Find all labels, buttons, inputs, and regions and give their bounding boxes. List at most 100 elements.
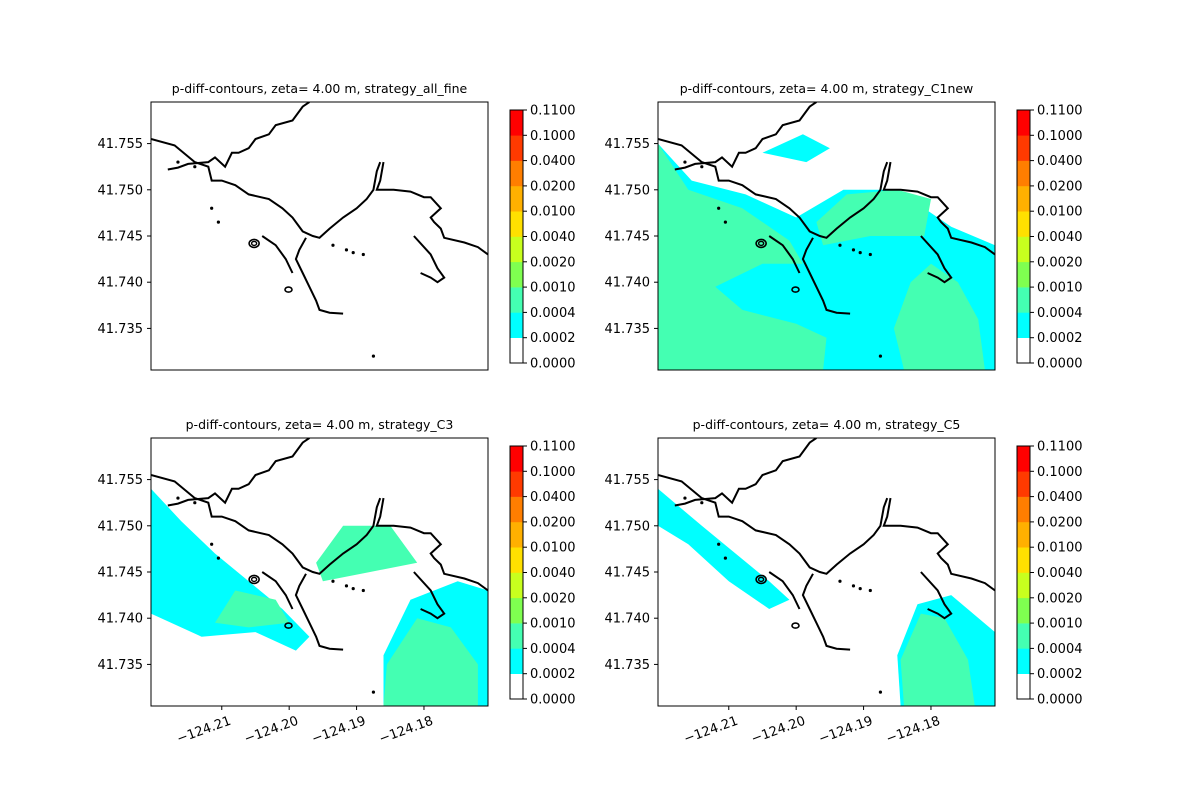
colorbar-swatch xyxy=(1017,287,1030,313)
y-tick-label: 41.740 xyxy=(605,276,651,291)
rock-marker xyxy=(371,354,376,358)
colorbar-label: 0.0010 xyxy=(1037,617,1083,632)
x-tick-label: −124.20 xyxy=(749,714,807,747)
rock-marker xyxy=(210,542,214,546)
island-outline xyxy=(757,576,765,583)
contour-region-5 xyxy=(383,618,478,706)
coastline-segment xyxy=(375,497,488,592)
colorbar-label: 0.0040 xyxy=(1037,566,1083,581)
colorbar-label: 0.0004 xyxy=(1037,642,1083,657)
colorbar-label: 0.0200 xyxy=(1037,515,1083,530)
colorbar-swatch xyxy=(1017,521,1030,548)
x-tick-label: −124.18 xyxy=(377,714,435,747)
colorbar-label: 0.0020 xyxy=(530,591,576,606)
colorbar-label: 0.0004 xyxy=(530,642,576,657)
colorbar: 0.0000 0.0002 0.0004 0.0010 0.0020 0.0040 0.01… xyxy=(1016,104,1083,372)
rock-marker xyxy=(717,206,721,210)
rock-marker xyxy=(723,556,728,560)
rock-marker xyxy=(351,251,355,255)
contour-region-5 xyxy=(893,263,985,370)
colorbar-swatch xyxy=(1017,623,1030,649)
colorbar-swatch xyxy=(1017,572,1030,599)
coastline-segment xyxy=(658,474,889,575)
colorbar-swatch xyxy=(1017,312,1030,338)
rock-marker xyxy=(351,587,355,591)
y-tick-label: 41.750 xyxy=(98,519,144,534)
x-tick-label: −124.21 xyxy=(175,714,233,747)
rock-marker xyxy=(858,587,862,591)
coastline-segment xyxy=(920,235,953,284)
y-tick-label: 41.735 xyxy=(605,658,651,673)
colorbar-label: 0.0100 xyxy=(530,205,576,220)
contour-region-3 xyxy=(900,613,975,706)
rock-marker xyxy=(700,501,704,505)
colorbar-swatch xyxy=(1017,446,1030,472)
colorbar-label: 0.0040 xyxy=(530,566,576,581)
chart-panel-2: p-diff-contours, zeta= 4.00 m, strategy_… xyxy=(605,81,1083,372)
chart-title: p-diff-contours, zeta= 4.00 m, strategy_… xyxy=(680,81,974,96)
island-outline xyxy=(791,286,800,293)
y-tick-label: 41.735 xyxy=(98,322,144,337)
chart-panel-3: p-diff-contours, zeta= 4.00 m, strategy_… xyxy=(98,417,576,747)
island-outline xyxy=(250,240,258,247)
rock-marker xyxy=(361,588,365,593)
colorbar-label: 0.0020 xyxy=(530,255,576,270)
rock-marker xyxy=(683,496,687,500)
colorbar-label: 0.0040 xyxy=(1037,230,1083,245)
colorbar-swatch xyxy=(510,185,523,212)
coastline-segment xyxy=(167,438,310,507)
coastline-segment xyxy=(658,138,889,239)
y-tick-label: 41.750 xyxy=(98,183,144,198)
coastline-segment xyxy=(261,571,294,610)
island-outline xyxy=(248,574,260,585)
rock-marker xyxy=(868,588,872,593)
colorbar-label: 0.0000 xyxy=(1037,357,1083,372)
rock-marker xyxy=(851,584,856,588)
y-tick-label: 41.755 xyxy=(605,137,651,152)
rock-marker xyxy=(344,584,349,588)
x-tick-label: −124.20 xyxy=(242,714,300,747)
rock-marker xyxy=(878,354,883,358)
coastline-segment xyxy=(882,161,995,256)
colorbar-swatch xyxy=(510,521,523,548)
colorbar-label: 0.0200 xyxy=(530,515,576,530)
colorbar-swatch xyxy=(510,572,523,599)
colorbar-label: 0.0000 xyxy=(1037,693,1083,708)
colorbar-swatch xyxy=(1017,261,1030,288)
rock-marker xyxy=(723,220,728,224)
island-outline xyxy=(250,576,258,583)
colorbar-label: 0.0400 xyxy=(1037,490,1083,505)
colorbar-swatch xyxy=(510,312,523,338)
colorbar-label: 0.0002 xyxy=(1037,331,1083,346)
colorbar-label: 0.1000 xyxy=(1037,129,1083,144)
colorbar-label: 0.0000 xyxy=(530,693,576,708)
colorbar-label: 0.0040 xyxy=(530,230,576,245)
coastline-segment xyxy=(294,573,344,651)
colorbar-label: 0.0020 xyxy=(1037,591,1083,606)
contour-region-3 xyxy=(658,143,827,370)
colorbar-label: 0.0100 xyxy=(1037,541,1083,556)
island-outline xyxy=(248,238,260,249)
rock-marker xyxy=(176,160,180,164)
colorbar-label: 0.0010 xyxy=(530,617,576,632)
contour-region-4 xyxy=(816,189,931,246)
coastline-segment xyxy=(882,497,995,592)
colorbar-swatch xyxy=(1017,236,1030,263)
chart-panel-4: p-diff-contours, zeta= 4.00 m, strategy_… xyxy=(605,417,1083,747)
colorbar-swatch xyxy=(1017,648,1030,674)
colorbar-swatch xyxy=(510,110,523,136)
island-outline xyxy=(757,240,765,247)
rock-marker xyxy=(210,206,214,210)
y-tick-label: 41.740 xyxy=(605,612,651,627)
rock-marker xyxy=(683,160,687,164)
colorbar-label: 0.1100 xyxy=(530,104,576,119)
x-tick-label: −124.19 xyxy=(817,714,875,747)
y-tick-label: 41.750 xyxy=(605,183,651,198)
colorbar-label: 0.0002 xyxy=(530,667,576,682)
island-outline xyxy=(284,286,293,293)
colorbar-label: 0.0400 xyxy=(1037,154,1083,169)
y-tick-label: 41.735 xyxy=(98,658,144,673)
colorbar: 0.0000 0.0002 0.0004 0.0010 0.0020 0.0040 0.01… xyxy=(509,440,576,708)
colorbar-label: 0.1100 xyxy=(1037,104,1083,119)
